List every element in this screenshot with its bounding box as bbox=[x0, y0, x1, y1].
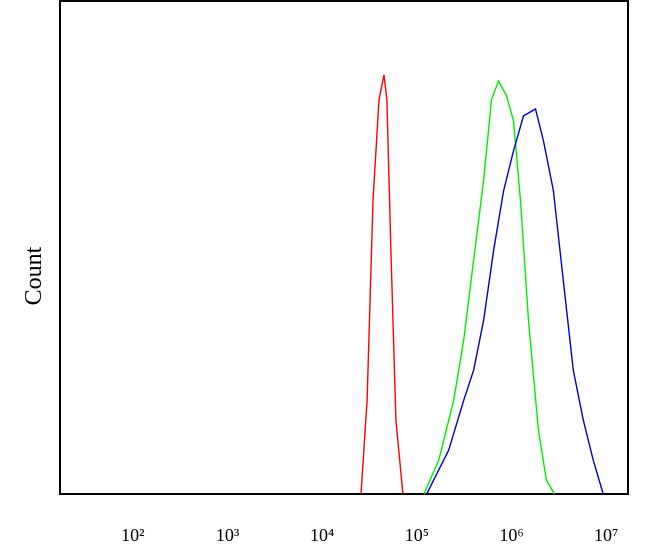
x-tick-label: 10⁴ bbox=[310, 525, 334, 545]
x-tick-label: 10³ bbox=[216, 525, 240, 545]
x-tick-label: 10⁵ bbox=[405, 525, 429, 545]
histogram-line bbox=[360, 74, 404, 495]
plot-frame bbox=[59, 0, 629, 495]
x-tick-label: 10⁶ bbox=[499, 525, 523, 545]
histogram-line bbox=[426, 107, 604, 495]
y-axis-label: Count bbox=[21, 246, 47, 305]
histogram-line bbox=[423, 79, 556, 495]
x-tick-label: 10² bbox=[121, 525, 144, 545]
x-tick-label: 10⁷ bbox=[594, 525, 618, 545]
